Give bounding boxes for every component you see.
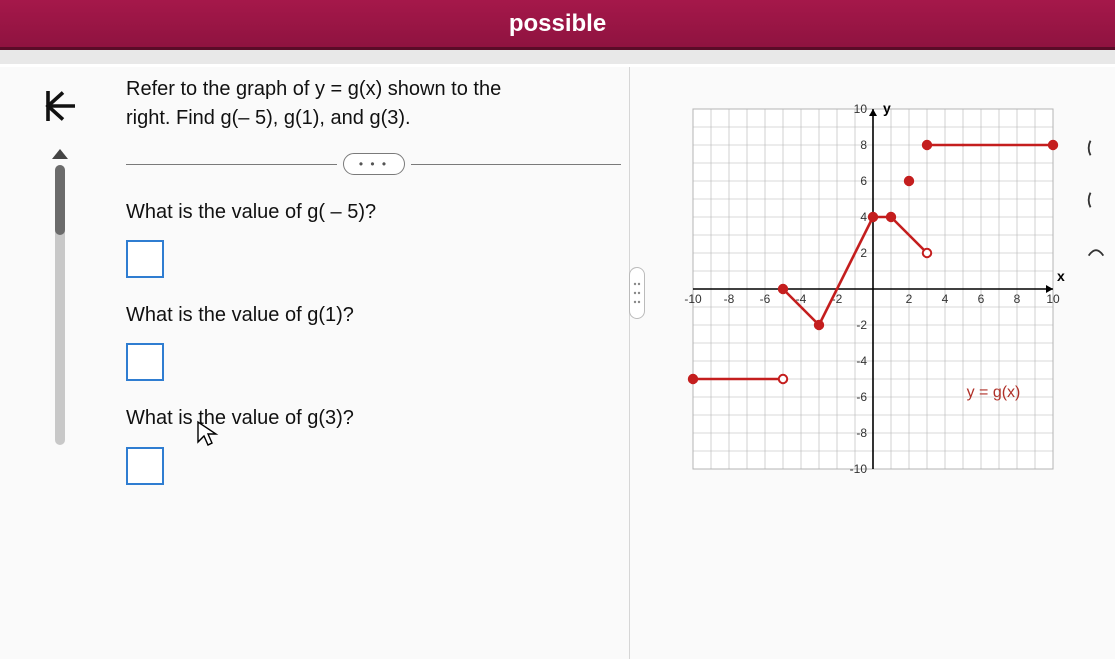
svg-text:2: 2 (905, 292, 912, 306)
graph-column: -10-8-6-4-2246810-10-8-6-4-2246810yxy = … (630, 67, 1115, 659)
sub-question-1: What is the value of g( – 5)? (126, 201, 621, 224)
top-bar: possible (0, 0, 1115, 50)
svg-text:-6: -6 (856, 390, 867, 404)
more-label: • • • (359, 157, 388, 171)
answer-input-3[interactable] (126, 447, 164, 485)
divider-line (411, 164, 622, 165)
back-arrow-icon (42, 88, 78, 124)
topbar-gap (0, 50, 1115, 64)
tool-icon-2[interactable] (1085, 189, 1107, 211)
grip-icon (633, 278, 641, 308)
sub-question-2: What is the value of g(1)? (126, 304, 621, 327)
divider-row: • • • (126, 153, 621, 175)
scroll-up-icon[interactable] (52, 149, 68, 159)
svg-text:6: 6 (977, 292, 984, 306)
answer-input-1[interactable] (126, 240, 164, 278)
back-button[interactable] (31, 77, 89, 135)
divider-line (126, 164, 337, 165)
app-frame: possible Refer to the graph of y = g(x) … (0, 0, 1115, 659)
tool-icon-3[interactable] (1085, 241, 1107, 263)
scrollbar[interactable] (48, 149, 72, 445)
nav-column (0, 67, 120, 659)
more-button[interactable]: • • • (343, 153, 405, 175)
svg-text:10: 10 (1046, 292, 1060, 306)
right-toolbar (1081, 137, 1111, 263)
svg-text:y: y (883, 100, 891, 116)
graph-canvas: -10-8-6-4-2246810-10-8-6-4-2246810yxy = … (663, 79, 1083, 499)
svg-text:8: 8 (1013, 292, 1020, 306)
svg-text:2: 2 (860, 246, 867, 260)
content-area: Refer to the graph of y = g(x) shown to … (0, 67, 1115, 659)
mouse-cursor-icon (196, 420, 222, 448)
topbar-label: possible (509, 10, 606, 38)
column-resize-handle[interactable] (629, 267, 645, 319)
svg-text:8: 8 (860, 138, 867, 152)
svg-text:6: 6 (860, 174, 867, 188)
svg-text:-8: -8 (856, 426, 867, 440)
tool-icon-1[interactable] (1085, 137, 1107, 159)
svg-text:-10: -10 (684, 292, 702, 306)
scroll-thumb[interactable] (55, 165, 65, 235)
svg-text:-6: -6 (759, 292, 770, 306)
scroll-track-bg (55, 165, 65, 445)
svg-text:-10: -10 (849, 462, 867, 476)
svg-text:4: 4 (860, 210, 867, 224)
question-column: Refer to the graph of y = g(x) shown to … (120, 67, 630, 659)
question-line1: Refer to the graph of y = g(x) shown to … (126, 75, 621, 104)
svg-text:y = g(x): y = g(x) (966, 384, 1020, 401)
svg-text:10: 10 (853, 102, 867, 116)
question-line2: right. Find g(– 5), g(1), and g(3). (126, 104, 621, 133)
svg-text:x: x (1057, 268, 1065, 284)
svg-text:-2: -2 (856, 318, 867, 332)
svg-text:4: 4 (941, 292, 948, 306)
svg-text:-8: -8 (723, 292, 734, 306)
answer-input-2[interactable] (126, 343, 164, 381)
svg-text:-4: -4 (856, 354, 867, 368)
